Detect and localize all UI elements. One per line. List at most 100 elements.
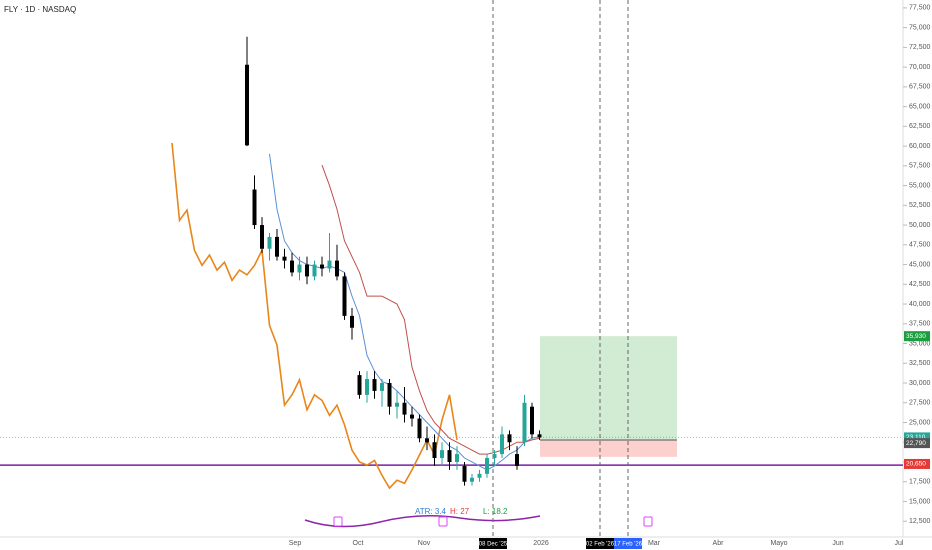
y-tick-label: 40,000 [909, 301, 931, 308]
target-label: 35,930 [906, 333, 926, 340]
candle-body [245, 64, 249, 146]
y-tick-label: 17,500 [909, 479, 931, 486]
y-tick-label: 50,000 [909, 222, 931, 229]
candle-body [365, 379, 369, 395]
candle-body [267, 236, 272, 249]
candle-body [462, 465, 467, 482]
x-tick-label: Mar [648, 540, 661, 547]
y-tick-label: 35,000 [909, 340, 931, 347]
candle-body [290, 260, 294, 273]
candle-body [515, 454, 519, 466]
candle-body [282, 256, 287, 261]
y-tick-label: 67,500 [909, 84, 931, 91]
y-tick-label: 42,500 [909, 281, 931, 288]
date-flag-label: 08 Dec '25 [479, 542, 508, 548]
y-tick-label: 37,500 [909, 321, 931, 328]
y-tick-label: 47,500 [909, 242, 931, 249]
date-flag-label: 17 Feb '26 [614, 542, 643, 548]
indicator-label: ATR: 3.4 [415, 507, 447, 516]
indicator-curve [304, 515, 541, 528]
candle-body [432, 442, 437, 459]
candle-body [485, 458, 489, 474]
indicator-line [171, 142, 458, 490]
candle-body [387, 383, 392, 407]
y-tick-label: 32,500 [909, 360, 931, 367]
y-tick-label: 12,500 [909, 518, 931, 525]
y-tick-label: 70,000 [909, 64, 931, 71]
candle-body [252, 189, 257, 226]
x-tick-label: Jul [895, 540, 904, 547]
candle-body [522, 402, 527, 443]
y-tick-label: 55,000 [909, 182, 931, 189]
entry-label: 22,790 [906, 440, 926, 447]
entry-label-box [904, 438, 930, 449]
candle-body [440, 450, 444, 459]
y-tick-label: 25,000 [909, 419, 931, 426]
y-tick-label: 45,000 [909, 261, 931, 268]
candle-body [320, 264, 324, 269]
x-tick-label: Mayo [770, 540, 787, 547]
candle-body [305, 264, 309, 277]
stop-label-box [904, 458, 930, 469]
candle-body [470, 477, 474, 482]
date-flag-label: 02 Feb '26 [586, 542, 615, 548]
earnings-marker [643, 516, 653, 527]
profit-zone [540, 336, 677, 440]
y-tick-label: 62,500 [909, 123, 931, 130]
candle-body [477, 473, 482, 478]
candle-body [350, 315, 354, 328]
x-tick-label: 2026 [533, 540, 549, 547]
earnings-marker [333, 516, 343, 527]
y-tick-label: 27,500 [909, 400, 931, 407]
x-tick-label: Jun [832, 540, 843, 547]
candle-body [260, 225, 264, 249]
y-tick-label: 57,500 [909, 163, 931, 170]
last-price-label: 23,110 [906, 434, 926, 441]
candle-body [492, 454, 497, 459]
y-tick-label: 30,000 [909, 380, 931, 387]
stop-label: 20,650 [906, 461, 926, 468]
y-tick-label: 75,000 [909, 24, 931, 31]
chart-title: FLY · 1D · NASDAQ [4, 5, 76, 14]
candle-body [410, 414, 414, 419]
candle-body [335, 260, 339, 277]
loss-zone [540, 439, 677, 457]
x-tick-label: Sep [289, 540, 302, 547]
target-label-box [904, 331, 930, 342]
date-flag [586, 538, 614, 549]
candle-body [500, 434, 504, 455]
candle-body [417, 418, 422, 439]
candle-body [530, 406, 534, 435]
y-tick-label: 72,500 [909, 44, 931, 51]
candle-body [275, 236, 279, 257]
candle-body [297, 264, 302, 273]
candle-body [447, 450, 452, 462]
candle-body [395, 402, 399, 407]
candle-body [380, 383, 384, 391]
earnings-marker [438, 516, 448, 527]
candle-body [425, 438, 429, 443]
candle-body [327, 260, 332, 269]
candle-body [372, 379, 377, 391]
x-tick-label: Nov [418, 540, 431, 547]
candle-body [402, 402, 407, 415]
indicator-label: H: 27 [450, 507, 470, 516]
x-tick-label: Abr [713, 540, 725, 547]
candle-body [342, 276, 347, 316]
y-tick-label: 52,500 [909, 202, 931, 209]
x-tick-label: Oct [353, 540, 364, 547]
date-flag [479, 538, 507, 549]
date-flag [614, 538, 642, 549]
y-tick-label: 77,500 [909, 5, 931, 12]
y-tick-label: 15,000 [909, 498, 931, 505]
y-tick-label: 60,000 [909, 143, 931, 150]
candle-body [312, 264, 317, 277]
y-tick-label: 65,000 [909, 103, 931, 110]
candle-body [507, 434, 512, 443]
candle-body [357, 375, 362, 395]
candle-body [455, 454, 459, 462]
candle-body [537, 434, 542, 438]
indicator-label: L: 18.2 [483, 507, 508, 516]
last-price-label-box [904, 432, 930, 443]
